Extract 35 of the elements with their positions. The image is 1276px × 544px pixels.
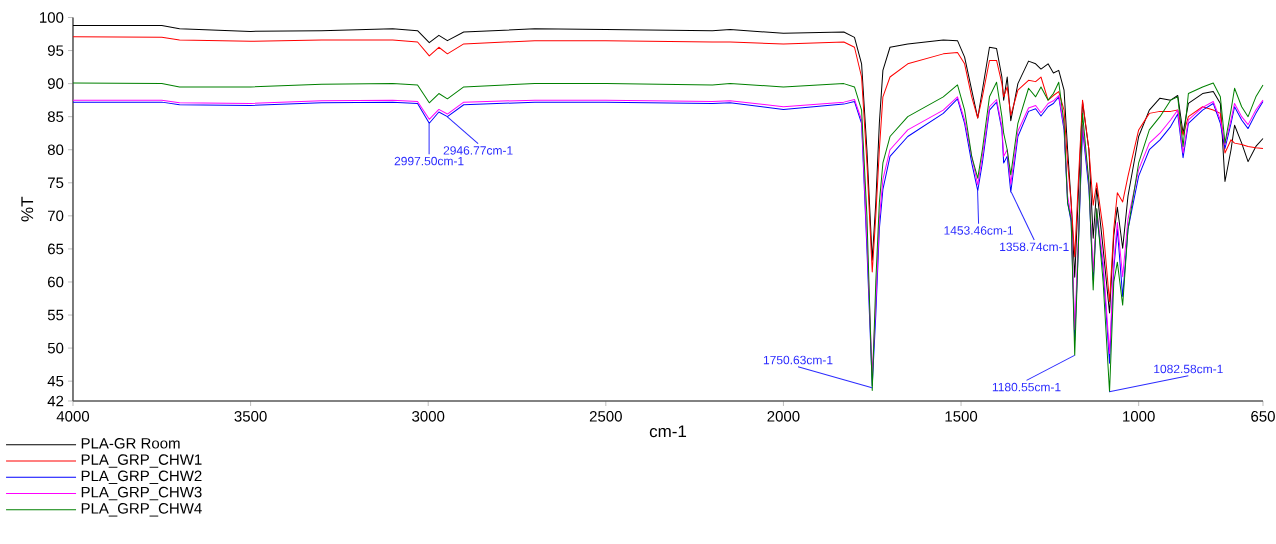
y-tick-label: 80 (47, 144, 64, 156)
y-tick-label: 70 (48, 210, 64, 222)
y-tick-label: 50 (47, 342, 64, 354)
legend-label: PLA_GRP_CHW3 (81, 486, 202, 501)
y-tick-label: 90 (47, 78, 64, 89)
x-axis-title: cm-1 (649, 425, 687, 438)
x-tick-label: 2500 (589, 411, 622, 422)
x-tick-label: 3000 (412, 411, 445, 422)
annotation: 2997.50cm-1 (394, 156, 464, 166)
x-tick-label: 3500 (234, 411, 267, 422)
annotation: 1453.46cm-1 (944, 226, 1013, 235)
y-tick-label: 95 (47, 45, 64, 56)
y-tick-label: 60 (47, 276, 64, 288)
annotation: 1750.63cm-1 (763, 355, 833, 365)
y-tick-label: 100 (40, 12, 64, 23)
annotation: 1082.58cm-1 (1154, 364, 1223, 374)
annotation: 1358.74cm-1 (1000, 242, 1069, 252)
y-tick-label: 75 (48, 177, 64, 189)
x-tick-label: 650 (1251, 411, 1275, 422)
legend-label: PLA-GR Room (81, 437, 180, 449)
x-tick-label: 4000 (56, 411, 90, 422)
annotation: 2946.77cm-1 (443, 146, 513, 155)
y-tick-label: 85 (47, 111, 64, 122)
legend-label: PLA_GRP_CHW4 (81, 503, 202, 517)
legend-label: PLA_GRP_CHW1 (81, 454, 202, 468)
y-tick-label: 42 (47, 395, 64, 407)
x-tick-label: 2000 (767, 411, 800, 422)
y-tick-label: 65 (47, 243, 64, 255)
annotation: 1180.55cm-1 (992, 382, 1061, 392)
x-tick-label: 1500 (945, 411, 978, 422)
y-axis-title: %T (21, 196, 34, 222)
legend-label: PLA_GRP_CHW2 (81, 470, 202, 484)
y-tick-label: 55 (47, 309, 64, 321)
x-tick-label: 1000 (1123, 411, 1155, 422)
y-tick-label: 45 (47, 375, 64, 387)
